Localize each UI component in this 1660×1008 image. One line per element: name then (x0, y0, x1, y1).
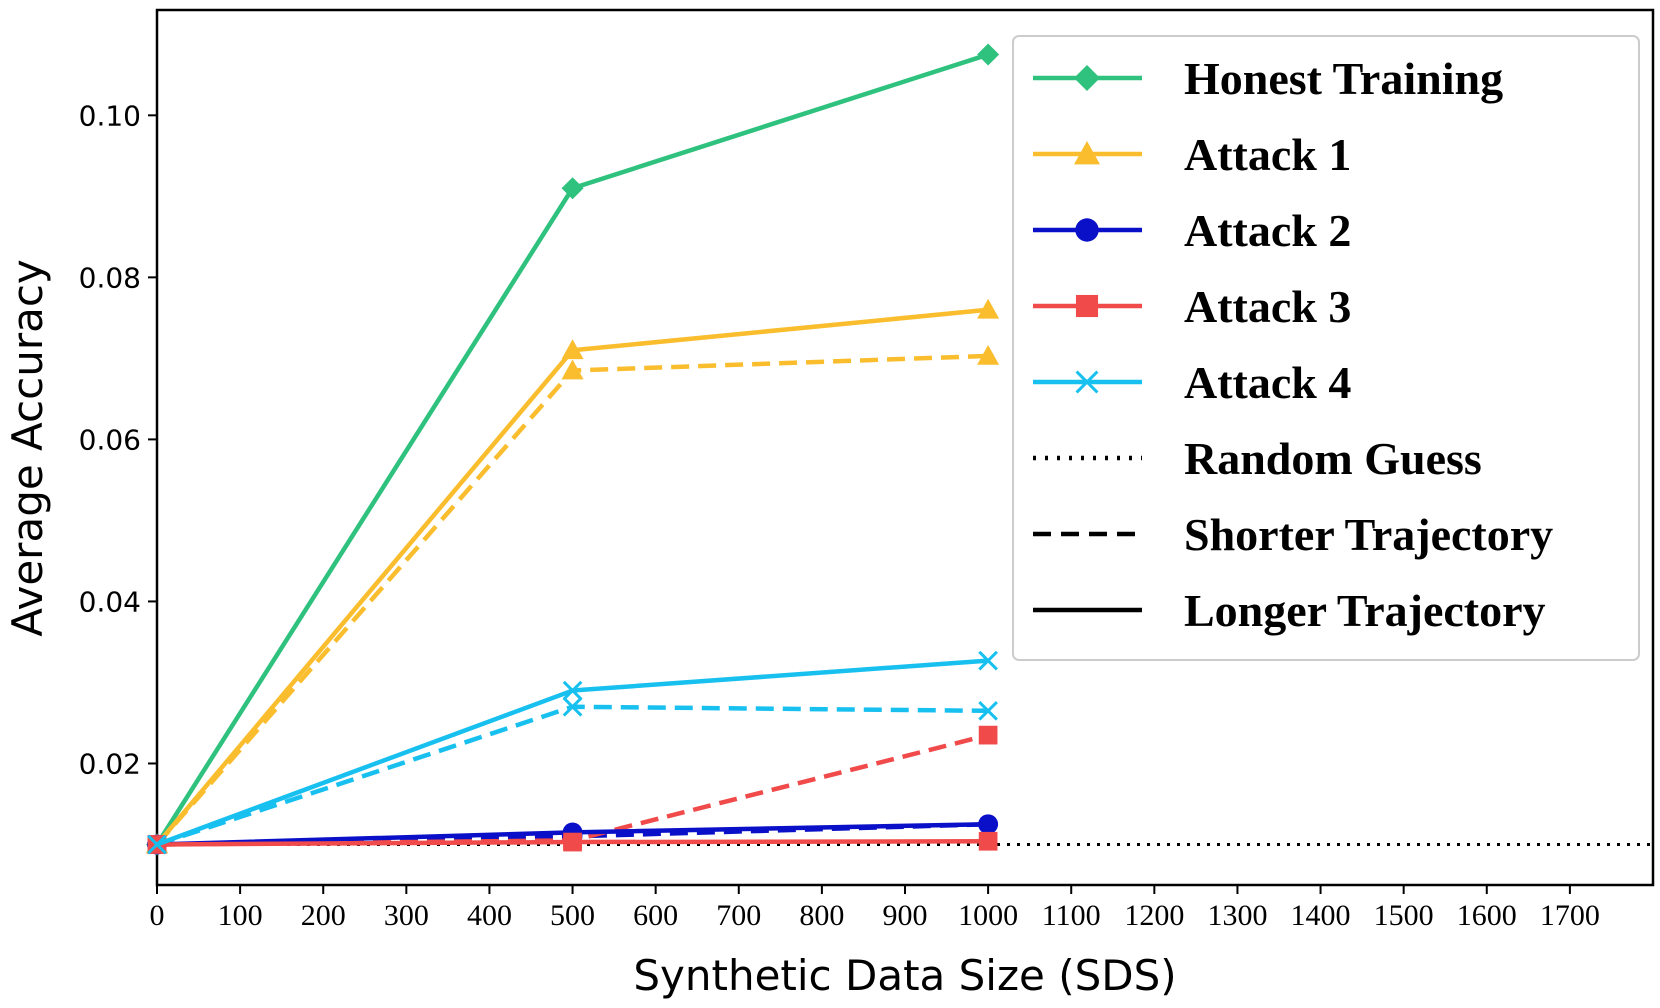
series-line-attack-4-solid (156, 658, 989, 847)
y-tick-label: 0.02 (79, 747, 141, 780)
series-attack-1-solid (146, 298, 1000, 854)
x-tick-label: 1300 (1207, 899, 1267, 932)
data-point-attack-4-dashed (562, 696, 583, 717)
y-tick-label: 0.08 (79, 261, 141, 294)
x-tick-label: 200 (301, 899, 346, 932)
data-point-honest-training-solid (561, 177, 584, 200)
legend-marker (1074, 141, 1100, 165)
data-point-attack-1-dashed (561, 359, 584, 380)
data-point-attack-4-solid (562, 680, 583, 701)
data-point-attack-1-dashed (977, 344, 1000, 365)
y-tick-label: 0.10 (79, 99, 141, 132)
legend-label: Random Guess (1184, 433, 1482, 484)
x-tick-label: 1100 (1042, 899, 1101, 932)
legend-marker (1074, 65, 1100, 91)
legend-item-attack-2: Attack 2 (1033, 205, 1351, 256)
legend-marker (1075, 218, 1099, 242)
legend-label: Attack 2 (1184, 205, 1351, 256)
legend-label: Attack 4 (1184, 357, 1351, 408)
legend-box (1012, 35, 1640, 661)
x-tick-label: 1600 (1457, 899, 1517, 932)
x-tick-label: 400 (467, 899, 512, 932)
x-tick-label: 800 (799, 899, 844, 932)
legend-marker (1075, 294, 1099, 318)
data-point-attack-4-solid (978, 650, 998, 671)
data-point-attack-1-solid (977, 298, 1000, 319)
legend-label: Attack 1 (1184, 129, 1351, 180)
series-line-attack-1-solid (155, 307, 989, 846)
legend-marker (1075, 370, 1099, 394)
y-tick-label: 0.04 (79, 585, 141, 618)
x-tick-label: 1500 (1374, 899, 1434, 932)
series-attack-4-solid (147, 650, 998, 855)
data-point-attack-3-solid (978, 831, 998, 851)
series-honest-training-solid (146, 43, 1000, 856)
legend: Honest Training Attack 1 Attack 2 Attack 3 A… (1012, 35, 1640, 661)
legend-item-attack-4: Attack 4 (1033, 357, 1351, 408)
x-tick-label: 100 (218, 899, 263, 932)
series-attack-1-dashed (146, 344, 1000, 854)
x-tick-label: 0 (150, 899, 165, 932)
series-layer (146, 43, 1653, 856)
x-axis-label: Synthetic Data Size (SDS) (633, 951, 1176, 1000)
data-point-attack-4-solid (147, 834, 167, 855)
legend-item-longer-trajectory: Longer Trajectory (1033, 585, 1546, 636)
x-tick-label: 1000 (958, 899, 1018, 932)
data-point-attack-3-dashed (978, 725, 998, 745)
legend-item-attack-1: Attack 1 (1033, 129, 1351, 180)
legend-item-honest-training: Honest Training (1033, 53, 1503, 104)
y-axis-label: Average Accuracy (3, 259, 52, 637)
x-axis-ticks: 0 100 200 300 400 500 600 700 800 900 1000 1100 1200… (150, 885, 1600, 932)
x-tick-label: 300 (384, 899, 429, 932)
series-line-honest-training-solid (155, 52, 989, 846)
x-tick-label: 700 (716, 899, 761, 932)
legend-item-random-guess: Random Guess (1033, 433, 1482, 484)
series-line-attack-1-dashed (155, 353, 989, 846)
data-point-attack-3-solid (563, 832, 582, 852)
legend-item-shorter-trajectory: Shorter Trajectory (1033, 509, 1553, 560)
data-point-honest-training-solid (977, 43, 1000, 66)
data-point-attack-4-dashed (978, 700, 998, 721)
y-axis-ticks: 0.02 0.04 0.06 0.08 0.10 (79, 99, 157, 780)
data-point-attack-1-solid (561, 339, 584, 360)
legend-label: Honest Training (1184, 53, 1503, 104)
x-tick-label: 600 (633, 899, 678, 932)
legend-label: Attack 3 (1184, 281, 1351, 332)
legend-label: Longer Trajectory (1184, 585, 1546, 636)
legend-label: Shorter Trajectory (1184, 509, 1553, 560)
x-tick-label: 1700 (1540, 899, 1600, 932)
legend-item-attack-3: Attack 3 (1033, 281, 1351, 332)
series-attack-3-solid (147, 831, 998, 854)
x-tick-label: 500 (550, 899, 595, 932)
x-tick-label: 1200 (1124, 899, 1184, 932)
x-tick-label: 900 (883, 899, 928, 932)
data-point-attack-2-solid (978, 814, 999, 835)
y-tick-label: 0.06 (79, 423, 141, 456)
x-tick-label: 1400 (1291, 899, 1351, 932)
